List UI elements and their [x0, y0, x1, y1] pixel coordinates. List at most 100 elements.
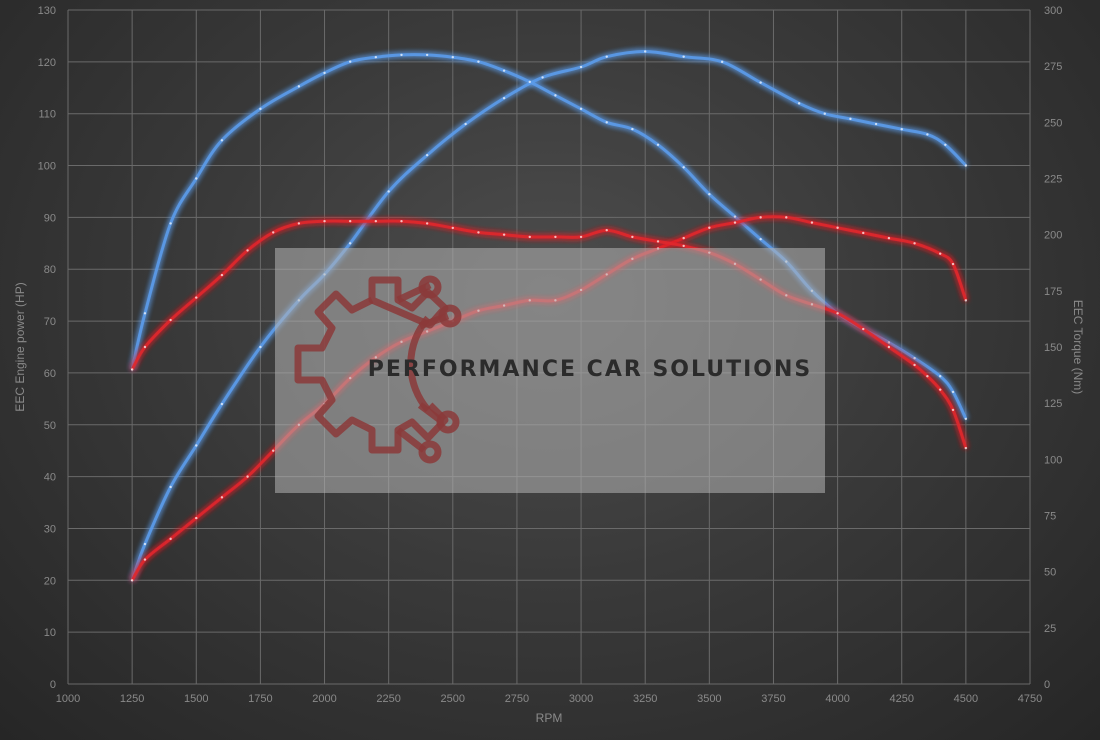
point-stock-torque-33 — [939, 388, 942, 391]
point-stock-torque-10 — [374, 219, 378, 223]
point-stock-torque-8 — [323, 219, 326, 223]
point-stock-torque-32 — [926, 375, 929, 378]
point-stock-torque-15 — [502, 233, 506, 236]
point-stage1-power-24 — [900, 128, 903, 131]
y-tick-label-3: 30 — [44, 523, 56, 535]
point-stage1-torque-11 — [425, 53, 429, 57]
point-stock-power-0 — [130, 579, 134, 582]
y-axis-ticks: 0 10 20 30 40 50 60 70 80 90 100 110 120 130 — [38, 5, 56, 691]
x-tick-label-9: 3250 — [633, 693, 657, 705]
point-stage1-torque-31 — [939, 375, 942, 378]
x-tick-label-15: 4750 — [1018, 693, 1042, 705]
point-stock-torque-2 — [169, 318, 172, 322]
point-stock-power-4 — [220, 496, 224, 499]
point-stage1-power-14 — [579, 65, 583, 69]
x-tick-label-10: 3500 — [697, 693, 721, 705]
x-tick-label-8: 3000 — [569, 693, 593, 705]
series-line-stock-torque — [130, 219, 968, 449]
point-stage1-torque-7 — [323, 71, 326, 75]
point-stock-power-28 — [836, 226, 839, 229]
point-stock-torque-21 — [656, 240, 660, 243]
point-stock-torque-18 — [579, 235, 583, 239]
point-stage1-torque-19 — [631, 127, 634, 131]
point-stock-torque-35 — [964, 446, 968, 450]
y2-tick-label-3: 75 — [1044, 511, 1056, 523]
point-stage1-torque-33 — [964, 417, 968, 421]
y-tick-label-7: 70 — [44, 316, 56, 328]
point-stage1-power-12 — [502, 96, 506, 100]
y2-tick-label-12: 300 — [1044, 5, 1062, 17]
x-axis-ticks: 1000 1250 1500 1750 2000 2250 2500 2750 3000 3250… — [56, 693, 1042, 705]
watermark-panel — [275, 248, 825, 493]
y-tick-label-12: 120 — [38, 57, 56, 69]
point-stock-torque-3 — [195, 296, 198, 299]
x-tick-label-13: 4250 — [889, 693, 913, 705]
y2-tick-label-5: 125 — [1044, 398, 1062, 410]
y2-axis-ticks: 0 25 50 75 100 125 150 175 200 225 250 275 300 — [1044, 5, 1062, 691]
point-stock-power-6 — [272, 449, 275, 452]
y-tick-label-1: 10 — [44, 627, 56, 639]
point-stage1-torque-5 — [259, 107, 262, 111]
point-stage1-power-10 — [425, 153, 429, 157]
y2-tick-label-4: 100 — [1044, 454, 1062, 466]
brand-name: PERFORMANCE CAR SOLUTIONS — [368, 357, 813, 382]
point-stock-power-33 — [951, 262, 955, 266]
point-stage1-power-1 — [143, 542, 147, 546]
point-stock-torque-5 — [246, 249, 249, 252]
y2-tick-label-0: 0 — [1044, 679, 1050, 691]
point-stage1-power-23 — [874, 122, 878, 126]
point-stock-power-29 — [862, 231, 865, 235]
y-axis-title: EEC Engine power (HP) — [13, 282, 27, 411]
point-stage1-power-4 — [220, 402, 224, 406]
point-stock-torque-17 — [554, 235, 557, 239]
point-stock-power-2 — [169, 537, 172, 541]
x-tick-label-6: 2500 — [441, 693, 465, 705]
y-tick-label-2: 20 — [44, 575, 56, 587]
y-tick-label-5: 50 — [44, 420, 56, 432]
point-stage1-torque-9 — [374, 55, 378, 59]
point-stock-power-32 — [939, 252, 942, 255]
y2-axis-title: EEC Torque (Nm) — [1071, 300, 1085, 394]
point-stage1-torque-3 — [195, 177, 198, 180]
point-stock-torque-4 — [220, 273, 224, 277]
point-stock-torque-7 — [297, 222, 301, 225]
point-stock-torque-34 — [951, 408, 955, 412]
y-tick-label-13: 130 — [38, 5, 56, 17]
point-stage1-power-18 — [720, 60, 724, 64]
point-stage1-power-27 — [964, 164, 968, 167]
y-tick-label-8: 80 — [44, 264, 56, 276]
point-stock-torque-6 — [272, 231, 275, 234]
point-stage1-torque-21 — [682, 166, 685, 169]
point-stage1-power-15 — [605, 55, 608, 58]
x-tick-label-2: 1500 — [184, 693, 208, 705]
x-tick-label-14: 4500 — [954, 693, 978, 705]
point-stock-power-23 — [708, 226, 711, 229]
point-stock-power-31 — [913, 242, 916, 245]
point-stock-power-34 — [964, 299, 968, 302]
series-stock-torque — [130, 219, 968, 450]
point-stock-power-3 — [195, 516, 198, 520]
y2-tick-label-1: 25 — [1044, 623, 1056, 635]
point-stage1-torque-1 — [143, 312, 147, 315]
series-layer — [130, 49, 968, 582]
point-stage1-torque-24 — [759, 237, 762, 241]
point-stage1-torque-23 — [733, 215, 737, 218]
point-stage1-power-17 — [682, 55, 685, 58]
point-stock-power-22 — [682, 236, 685, 240]
point-stock-torque-12 — [425, 222, 429, 225]
point-stage1-torque-8 — [348, 60, 352, 63]
point-stock-torque-16 — [528, 235, 531, 239]
point-stage1-power-22 — [849, 117, 852, 121]
point-stage1-torque-14 — [502, 69, 506, 72]
point-stage1-power-8 — [348, 242, 352, 245]
point-stock-power-27 — [810, 221, 814, 224]
gear-logo-icon — [294, 275, 462, 464]
x-tick-label-4: 2000 — [312, 693, 336, 705]
point-stage1-torque-32 — [951, 390, 955, 394]
point-stage1-torque-18 — [605, 121, 608, 124]
y2-tick-label-6: 150 — [1044, 342, 1062, 354]
point-stage1-power-5 — [259, 345, 262, 349]
point-stock-torque-19 — [605, 228, 608, 232]
point-stock-power-26 — [785, 216, 788, 219]
